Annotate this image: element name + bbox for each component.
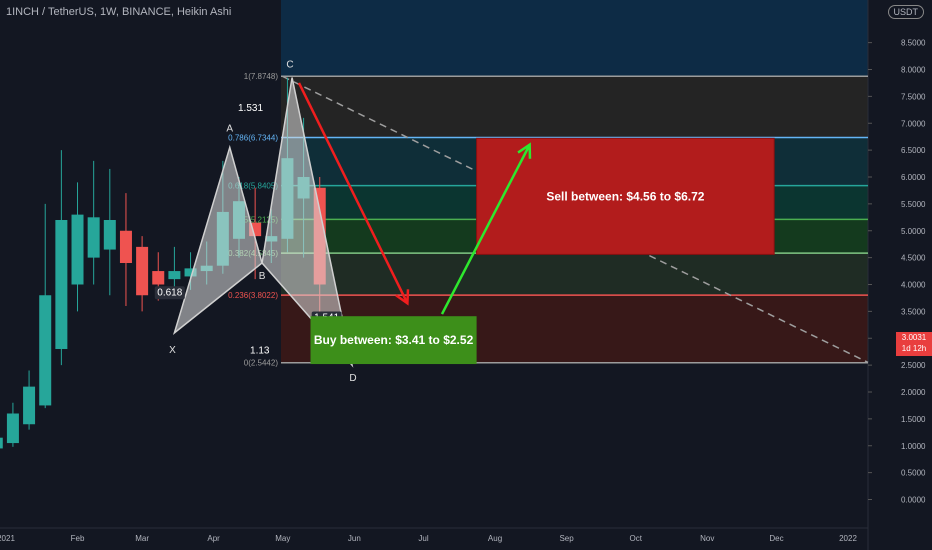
candle-body xyxy=(6,413,19,444)
red-down-arrow-head xyxy=(395,289,410,306)
y-tick-label: 6.0000 xyxy=(901,173,926,182)
x-tick-label: 2022 xyxy=(839,534,857,543)
candle-body xyxy=(184,268,197,277)
ratio-label: 0.618 xyxy=(157,287,182,298)
pattern-point-c: C xyxy=(286,60,293,71)
pattern-point-x: X xyxy=(169,345,176,356)
candle-body xyxy=(0,437,3,449)
x-tick-label: Mar xyxy=(135,534,149,543)
fib-zone xyxy=(281,76,868,138)
x-tick-label: Feb xyxy=(71,534,85,543)
x-tick-label: Sep xyxy=(559,534,574,543)
x-axis: 2021 Feb Mar Apr May Jun Jul Aug Sep Oct Nov Dec 202… xyxy=(0,534,857,543)
y-tick-label: 4.5000 xyxy=(901,254,926,263)
y-tick-label: 8.5000 xyxy=(901,39,926,48)
green-up-arrow-head xyxy=(517,142,532,159)
pattern-triangle-xab xyxy=(172,144,263,335)
y-tick-label: 1.0000 xyxy=(901,442,926,451)
x-tick-label: Apr xyxy=(207,534,220,543)
red-down-arrow xyxy=(297,82,410,306)
x-tick-label: Dec xyxy=(769,534,783,543)
buy-zone-box xyxy=(310,316,477,365)
fib-label: 0.786(6.7344) xyxy=(228,134,278,143)
symbol-header: 1INCH / TetherUS, 1W, BINANCE, Heikin As… xyxy=(6,6,232,18)
x-tick-label: Aug xyxy=(488,534,502,543)
bar-countdown: 1d 12h xyxy=(901,344,927,353)
fib-zone-above xyxy=(281,0,868,77)
y-tick-label: 4.0000 xyxy=(901,281,926,290)
ratio-label: 1.13 xyxy=(250,345,270,356)
y-tick-label: 5.0000 xyxy=(901,227,926,236)
ratio-label: 1.531 xyxy=(238,103,263,114)
fib-label: 0.236(3.8022) xyxy=(228,291,278,300)
candle-body xyxy=(249,222,262,237)
candle-body xyxy=(103,220,116,250)
y-axis: 8.5000 8.0000 7.5000 7.0000 6.5000 6.0000 5.50… xyxy=(868,39,926,505)
candle-body xyxy=(168,271,181,280)
candle-body xyxy=(71,214,84,285)
y-tick-label: 7.5000 xyxy=(901,92,926,101)
candle-body xyxy=(152,271,165,285)
candle-body xyxy=(23,386,36,425)
fib-label: 0(2.5442) xyxy=(244,359,279,368)
y-tick-label: 0.5000 xyxy=(901,469,926,478)
fib-label: 0.5(5.2125) xyxy=(237,215,278,224)
red-down-arrow-shaft xyxy=(297,82,409,304)
pattern-point-d: D xyxy=(349,373,356,384)
candle-body xyxy=(136,246,149,296)
fib-zone xyxy=(281,253,868,296)
x-tick-label: Oct xyxy=(630,534,643,543)
y-tick-label: 8.0000 xyxy=(901,66,926,75)
green-up-arrow xyxy=(440,142,532,315)
x-tick-label: Jun xyxy=(348,534,361,543)
candle-body xyxy=(87,217,100,258)
y-tick-label: 0.0000 xyxy=(901,496,926,505)
last-price-label: 3.0031 1d 12h xyxy=(896,332,932,356)
x-tick-label: Nov xyxy=(700,534,714,543)
x-tick-label: May xyxy=(275,534,290,543)
y-tick-label: 1.5000 xyxy=(901,415,926,424)
candle-body xyxy=(119,230,132,263)
last-price-value: 3.0031 xyxy=(901,333,927,342)
pattern-triangle-bcd xyxy=(261,77,354,368)
pattern-point-b: B xyxy=(259,271,266,282)
sell-zone-box xyxy=(476,137,775,255)
ratio-label-bg xyxy=(154,286,185,300)
fib-label: 0.618(5.8405) xyxy=(228,182,278,191)
y-tick-label: 7.0000 xyxy=(901,119,926,128)
y-tick-label: 5.5000 xyxy=(901,200,926,209)
y-tick-label: 2.5000 xyxy=(901,361,926,370)
green-up-arrow-shaft xyxy=(440,144,531,315)
buy-zone-label: Buy between: $3.41 to $2.52 xyxy=(314,333,474,347)
candle-body xyxy=(55,220,68,349)
pattern-point-a: A xyxy=(226,123,233,134)
sell-zone-label: Sell between: $4.56 to $6.72 xyxy=(546,189,704,203)
currency-badge[interactable]: USDT xyxy=(887,5,924,19)
y-tick-label: 6.5000 xyxy=(901,146,926,155)
fib-label: 1(7.8748) xyxy=(244,72,279,81)
candle-body xyxy=(39,295,52,406)
y-tick-label: 2.0000 xyxy=(901,388,926,397)
x-tick-label: Jul xyxy=(418,534,428,543)
x-tick-label: 2021 xyxy=(0,534,15,543)
y-tick-label: 3.5000 xyxy=(901,307,926,316)
